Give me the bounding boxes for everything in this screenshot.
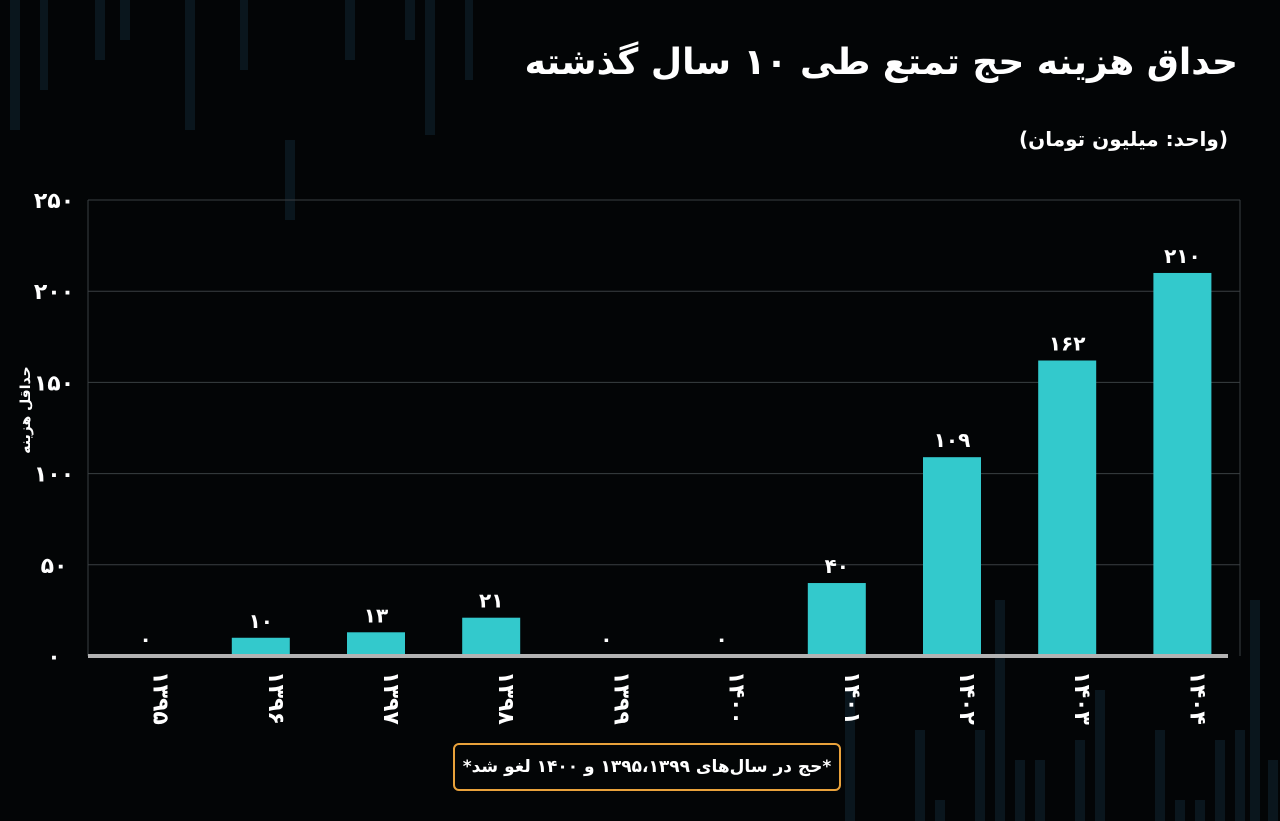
x-tick-label: ۱۴۰۱: [839, 671, 864, 725]
data-label: ۰: [600, 627, 612, 651]
bar: [1153, 272, 1212, 656]
data-label: ۱۰۹: [934, 428, 971, 452]
x-tick-label: ۱۳۹۹: [608, 671, 633, 725]
bar: [462, 617, 521, 656]
bar: [807, 583, 866, 656]
x-tick-label: ۱۳۹۷: [378, 671, 403, 725]
y-tick-label: ۵۰: [41, 554, 68, 579]
bar: [1038, 360, 1097, 656]
data-label: ۱۳: [364, 603, 388, 627]
x-tick-label: ۱۴۰۳: [1069, 671, 1094, 725]
data-label: ۲۱: [479, 589, 503, 613]
data-label: ۴۰: [825, 554, 849, 578]
x-tick-label: ۱۴۰۴: [1184, 671, 1209, 725]
y-tick-label: ۱۵۰: [34, 371, 74, 396]
footnote-box: *حج در سال‌های ۱۳۹۵،۱۳۹۹ و ۱۴۰۰ لغو شد*: [453, 743, 841, 791]
y-tick-label: ۲۰۰: [34, 280, 74, 305]
x-tick-label: ۱۳۹۶: [263, 671, 288, 725]
x-tick-label: ۱۴۰۲: [954, 671, 979, 725]
data-label: ۱۶۲: [1049, 332, 1086, 356]
x-tick-label: ۱۳۹۸: [493, 671, 518, 725]
data-label: ۱۰: [249, 609, 273, 633]
data-label: ۲۱۰: [1164, 244, 1201, 268]
y-tick-label: ۲۵۰: [34, 189, 74, 214]
x-tick-label: ۱۳۹۵: [148, 671, 173, 725]
y-tick-label: ۰: [47, 645, 60, 670]
unit-label: (واحد: میلیون تومان): [1019, 127, 1228, 151]
x-tick-label: ۱۴۰۰: [724, 671, 749, 725]
data-label: ۰: [715, 627, 727, 651]
bar: [923, 457, 981, 656]
data-label: ۰: [139, 627, 151, 651]
bar: [231, 637, 290, 656]
y-tick-label: ۱۰۰: [34, 463, 74, 488]
y-axis-title: حداقل هزینه: [18, 366, 34, 453]
bar: [347, 632, 405, 656]
chart-title: حداق هزینه حج تمتع طی ۱۰ سال گذشته: [524, 42, 1238, 83]
